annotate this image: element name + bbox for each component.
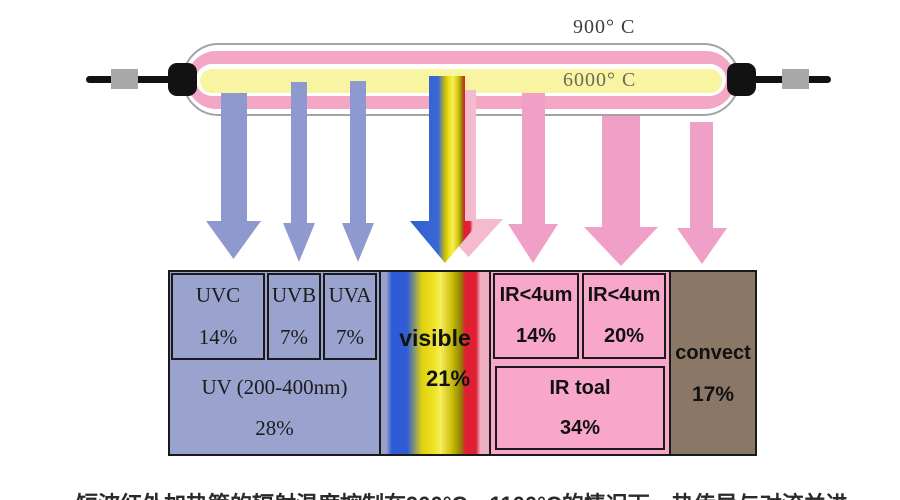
uv-section: UVC 14% UVB 7% UVA 7% UV (200-400nm) 28% <box>170 272 381 454</box>
inner-temperature-label: 6000° C <box>563 69 637 91</box>
ir-total-label: IR toal <box>549 376 611 399</box>
uvc-value: 14% <box>198 324 238 349</box>
uvc-arrow <box>206 93 261 259</box>
convect-label: convect <box>675 342 751 364</box>
convect-arrow <box>677 122 727 264</box>
visible-section: visible 21% <box>381 272 491 454</box>
left-electrode-terminal <box>111 69 138 89</box>
convect-value: 17% <box>691 383 735 406</box>
right-electrode-seal <box>727 63 756 96</box>
left-electrode-seal <box>168 63 197 96</box>
visible-label: visible <box>399 325 471 351</box>
uva-cell: UVA 7% <box>323 273 377 360</box>
uvb-cell: UVB 7% <box>267 273 321 360</box>
ir-arrow-2 <box>584 116 658 266</box>
right-electrode-rod <box>719 76 831 83</box>
energy-distribution-table: UVC 14% UVB 7% UVA 7% UV (200-400nm) 28%… <box>168 270 757 456</box>
ir-section: IR<4um 14% IR<4um 20% IR toal 34% <box>491 272 671 454</box>
uva-value: 7% <box>336 324 364 349</box>
outer-temperature-label: 900° C <box>573 16 636 38</box>
uv-total-value: 28% <box>255 416 294 440</box>
ir-total-value: 34% <box>559 416 601 439</box>
ir-cell-1: IR<4um 14% <box>493 273 579 359</box>
uvc-cell: UVC 14% <box>171 273 265 360</box>
convect-section: convect 17% <box>671 272 755 454</box>
uva-arrow <box>342 81 374 262</box>
uvb-value: 7% <box>280 324 308 349</box>
ir-total-cell: IR toal 34% <box>495 366 665 450</box>
ir2-label: IR<4um <box>587 284 661 306</box>
uva-label: UVA <box>328 283 372 308</box>
right-electrode-terminal <box>782 69 809 89</box>
ir1-value: 14% <box>515 325 557 347</box>
ir1-label: IR<4um <box>499 284 573 306</box>
visible-value: 21% <box>425 366 471 391</box>
ir-cell-2: IR<4um 20% <box>582 273 666 359</box>
uv-total-label: UV (200-400nm) <box>201 375 348 399</box>
caption-clipped: 短波红外加热管的辐射温度控制在900°C～1100°C的情况下，热传导与对流并进 <box>76 487 896 500</box>
uvc-label: UVC <box>195 283 241 308</box>
ir-arrow-1 <box>508 93 558 263</box>
uvb-label: UVB <box>271 283 317 308</box>
left-electrode-rod <box>86 76 203 83</box>
ir2-value: 20% <box>603 325 645 347</box>
uvb-arrow <box>283 82 315 262</box>
visible-arrow <box>410 76 480 263</box>
